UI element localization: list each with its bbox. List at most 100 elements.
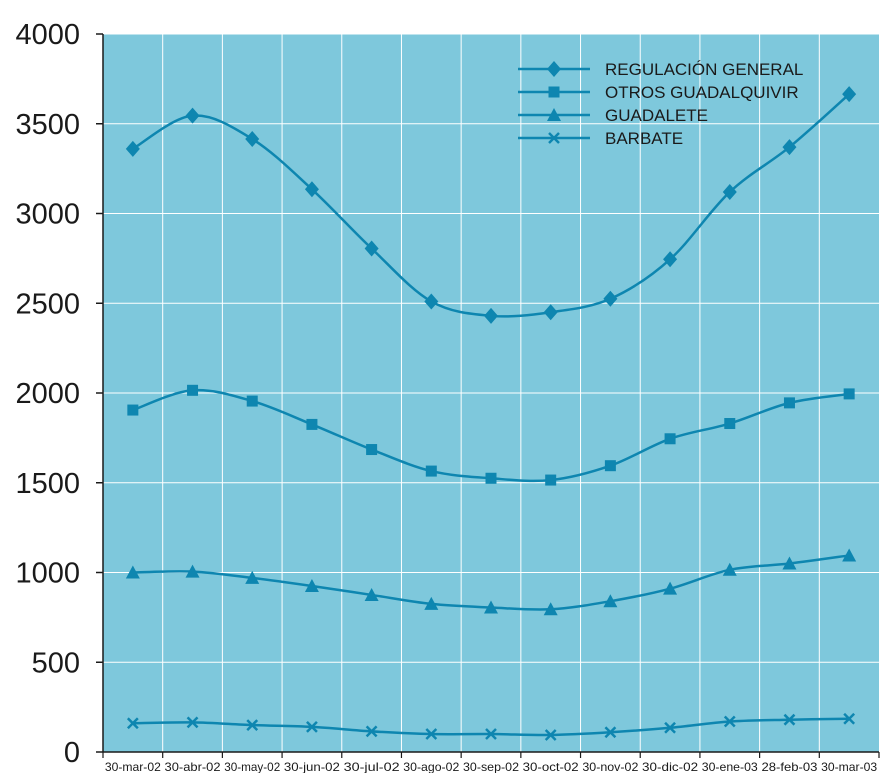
- x-tick-label: 30-ene-03: [702, 760, 758, 773]
- data-point-barbate: [365, 725, 378, 738]
- data-point-otros-guadalquivir: [425, 465, 437, 477]
- data-point-guadalete: [364, 587, 379, 601]
- legend: REGULACIÓN GENERAL OTROS GUADALQUIVIR GUAD…: [518, 60, 803, 148]
- y-axis-ticks: 0 500 1000 1500 2000 2500 3000 3500 4000: [15, 19, 103, 769]
- legend-marker-barbate: [548, 132, 560, 144]
- data-point-regulacion-general: [424, 293, 439, 310]
- data-point-otros-guadalquivir: [306, 418, 318, 430]
- data-point-otros-guadalquivir: [246, 395, 258, 407]
- x-marker-stroke: [365, 725, 378, 738]
- x-marker-stroke: [664, 721, 676, 734]
- data-point-otros-guadalquivir: [604, 460, 616, 472]
- x-marker-stroke: [186, 716, 199, 729]
- data-point-barbate: [783, 713, 796, 726]
- x-tick-label: 30-abr-02: [165, 760, 221, 773]
- legend-label-barbate: BARBATE: [605, 129, 683, 148]
- x-marker-stroke: [425, 728, 438, 740]
- legend-marker-guadalete: [547, 108, 561, 121]
- data-point-barbate: [126, 717, 139, 730]
- x-tick-label: 30-jun-02: [284, 760, 340, 773]
- data-point-otros-guadalquivir: [783, 397, 795, 409]
- data-point-guadalete: [424, 596, 439, 610]
- data-point-regulacion-general: [782, 139, 797, 156]
- data-point-barbate: [843, 712, 856, 725]
- x-marker-stroke: [126, 717, 139, 730]
- x-marker-stroke: [783, 713, 796, 726]
- data-point-guadalete: [304, 578, 319, 592]
- data-point-guadalete: [543, 602, 558, 616]
- data-point-otros-guadalquivir: [366, 444, 378, 456]
- y-tick-label: 1000: [15, 558, 80, 590]
- legend-label-regulacion-general: REGULACIÓN GENERAL: [605, 60, 803, 79]
- data-point-barbate: [544, 729, 557, 741]
- x-tick-label: 30-oct-02: [523, 760, 579, 773]
- x-tick-label: 30-dic-02: [642, 760, 698, 773]
- data-point-regulacion-general: [603, 290, 618, 307]
- x-tick-label: 30-mar-03: [821, 760, 877, 773]
- x-marker-stroke: [246, 719, 259, 731]
- data-point-regulacion-general: [125, 140, 140, 157]
- data-point-otros-guadalquivir: [485, 472, 497, 484]
- x-tick-label: 28-feb-03: [761, 760, 817, 773]
- data-point-otros-guadalquivir: [187, 384, 199, 396]
- data-point-barbate: [306, 720, 318, 733]
- data-point-regulacion-general: [185, 107, 200, 124]
- x-marker-stroke: [723, 715, 736, 728]
- x-marker-stroke: [843, 712, 856, 725]
- data-point-regulacion-general: [364, 240, 379, 257]
- data-point-guadalete: [842, 548, 857, 562]
- x-marker-stroke: [604, 726, 617, 739]
- data-point-guadalete: [125, 565, 140, 579]
- data-point-otros-guadalquivir: [724, 418, 736, 430]
- data-point-guadalete: [722, 562, 737, 576]
- data-point-guadalete: [245, 570, 260, 584]
- data-point-guadalete: [185, 564, 200, 578]
- legend-marker-regulacion-general: [547, 61, 561, 77]
- data-point-barbate: [723, 715, 736, 728]
- y-tick-label: 3500: [15, 109, 80, 141]
- data-point-regulacion-general: [722, 183, 737, 200]
- data-point-regulacion-general: [304, 181, 319, 198]
- x-marker-stroke: [544, 729, 557, 741]
- x-tick-label: 30-ago-02: [403, 760, 459, 773]
- legend-marker-otros-guadalquivir: [548, 86, 560, 98]
- x-tick-label: 30-may-02: [224, 760, 280, 773]
- series-markers: [125, 86, 857, 741]
- data-point-barbate: [485, 728, 497, 740]
- x-marker-stroke: [306, 720, 318, 733]
- data-point-guadalete: [603, 594, 618, 608]
- y-tick-label: 3000: [15, 199, 80, 231]
- data-point-guadalete: [782, 556, 797, 570]
- y-tick-label: 0: [64, 737, 80, 769]
- data-point-guadalete: [663, 581, 678, 595]
- data-point-regulacion-general: [663, 251, 678, 268]
- data-point-regulacion-general: [484, 307, 498, 324]
- data-point-otros-guadalquivir: [843, 388, 855, 400]
- data-point-barbate: [246, 719, 259, 731]
- x-tick-label: 30-sep-02: [463, 760, 519, 773]
- data-point-barbate: [664, 721, 676, 734]
- y-tick-label: 2500: [15, 288, 80, 320]
- data-point-barbate: [186, 716, 199, 729]
- y-tick-label: 4000: [15, 19, 80, 51]
- y-tick-label: 1500: [15, 468, 80, 500]
- data-point-guadalete: [484, 600, 498, 614]
- x-marker-stroke: [548, 132, 560, 144]
- data-point-regulacion-general: [543, 304, 558, 321]
- data-point-regulacion-general: [245, 131, 260, 148]
- data-point-barbate: [425, 728, 438, 740]
- x-tick-label: 30-jul-02: [344, 760, 400, 773]
- legend-label-guadalete: GUADALETE: [605, 106, 708, 125]
- data-point-barbate: [604, 726, 617, 739]
- data-point-otros-guadalquivir: [545, 474, 557, 486]
- y-tick-label: 500: [32, 647, 80, 679]
- x-tick-label: 30-nov-02: [582, 760, 638, 773]
- x-marker-stroke: [485, 728, 497, 740]
- x-axis-ticks: 30-mar-02 30-abr-02 30-may-02 30-jun-02 30-j…: [102, 752, 880, 773]
- data-point-otros-guadalquivir: [127, 404, 139, 416]
- data-point-otros-guadalquivir: [664, 433, 676, 445]
- x-tick-label: 30-mar-02: [105, 760, 161, 773]
- y-tick-label: 2000: [15, 378, 80, 410]
- legend-label-otros-guadalquivir: OTROS GUADALQUIVIR: [605, 83, 799, 102]
